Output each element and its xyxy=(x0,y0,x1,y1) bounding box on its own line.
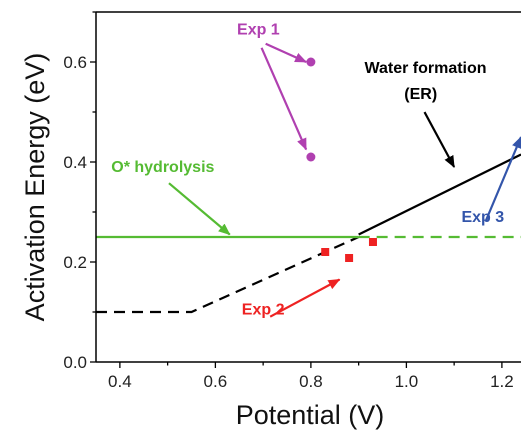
series-1-line xyxy=(358,153,521,236)
series-4-point-1 xyxy=(306,152,316,162)
annotation-label: Exp 1 xyxy=(237,22,280,39)
annotation-label: O* hydrolysis xyxy=(111,159,214,176)
annotation-label: Exp 2 xyxy=(242,302,285,319)
x-tick-label: 0.8 xyxy=(299,372,323,391)
y-tick-label: 0.2 xyxy=(63,253,87,272)
annotation-arrow xyxy=(260,47,308,151)
series-5-point-0 xyxy=(321,248,330,256)
annotation-label: Exp 3 xyxy=(461,209,504,226)
annotation-label: Water formation xyxy=(364,60,486,77)
annotation-arrow xyxy=(423,111,456,168)
x-tick-label: 0.6 xyxy=(204,372,228,391)
series-0-line xyxy=(96,235,360,314)
y-tick-label: 0.4 xyxy=(63,153,87,172)
annotation-arrow xyxy=(269,278,341,318)
x-tick-label: 1.2 xyxy=(490,372,514,391)
axes: 0.4 0.6 0.8 1.0 1.2 0.0 0.2 0.4 0.6 xyxy=(63,11,521,391)
annotations: Exp 1 Water formation (ER) O* hydrolysis Exp… xyxy=(111,22,521,319)
series-4-point-0 xyxy=(306,57,316,67)
series-5-point-2 xyxy=(368,238,377,246)
series-5-point-1 xyxy=(345,254,354,262)
plot-area xyxy=(96,57,521,314)
y-tick-label: 0.6 xyxy=(63,53,87,72)
x-axis-title: Potential (V) xyxy=(236,400,385,430)
annotation-arrow xyxy=(265,42,308,64)
x-tick-label: 0.4 xyxy=(108,372,132,391)
y-axis-title: Activation Energy (eV) xyxy=(20,53,50,322)
x-tick-label: 1.0 xyxy=(395,372,419,391)
annotation-label: (ER) xyxy=(404,86,437,103)
annotation-arrow xyxy=(484,136,521,222)
annotation-arrow xyxy=(168,182,231,236)
y-tick-label: 0.0 xyxy=(63,353,87,372)
